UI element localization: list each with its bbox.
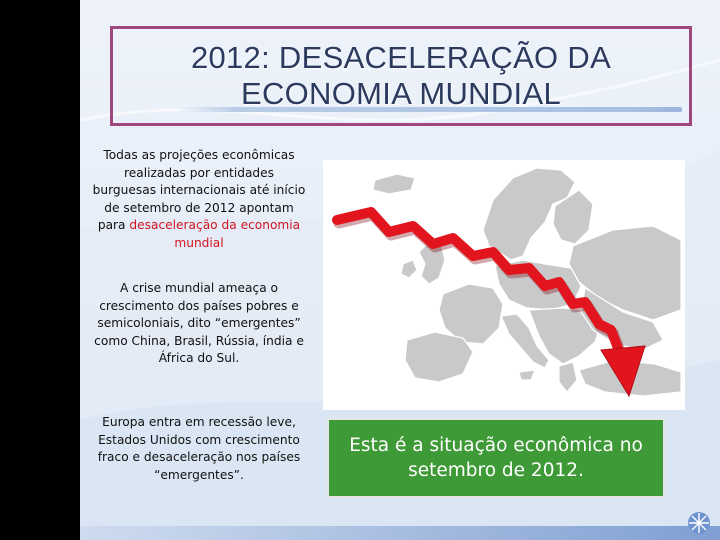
paragraph-europe: Europa entra em recessão leve, Estados U… — [97, 415, 301, 482]
title-line-2: ECONOMIA MUNDIAL — [240, 76, 561, 111]
left-black-bar — [0, 0, 80, 540]
down-trend-arrow-icon — [332, 207, 646, 398]
title-box: 2012: DESACELERAÇÃO DA ECONOMIA MUNDIAL — [110, 26, 692, 126]
bottom-strip — [80, 526, 720, 540]
paragraph-projections-text: Todas as projeções econômicas realizadas… — [92, 148, 306, 232]
europe-map-panel — [323, 160, 685, 410]
highlight-deceleration: desaceleração da economia mundial — [129, 218, 301, 250]
europe-map-icon — [332, 167, 682, 398]
title-underline — [176, 107, 682, 112]
corner-logo-icon — [688, 512, 710, 534]
title-line-1: 2012: DESACELERAÇÃO DA — [190, 40, 612, 75]
paragraph-crisis: A crise mundial ameaça o crescimento dos… — [94, 281, 304, 365]
caption-box: Esta é a situação econômica no setembro … — [327, 418, 665, 498]
paragraph-projections: Todas as projeções econômicas realizadas… — [92, 147, 306, 252]
